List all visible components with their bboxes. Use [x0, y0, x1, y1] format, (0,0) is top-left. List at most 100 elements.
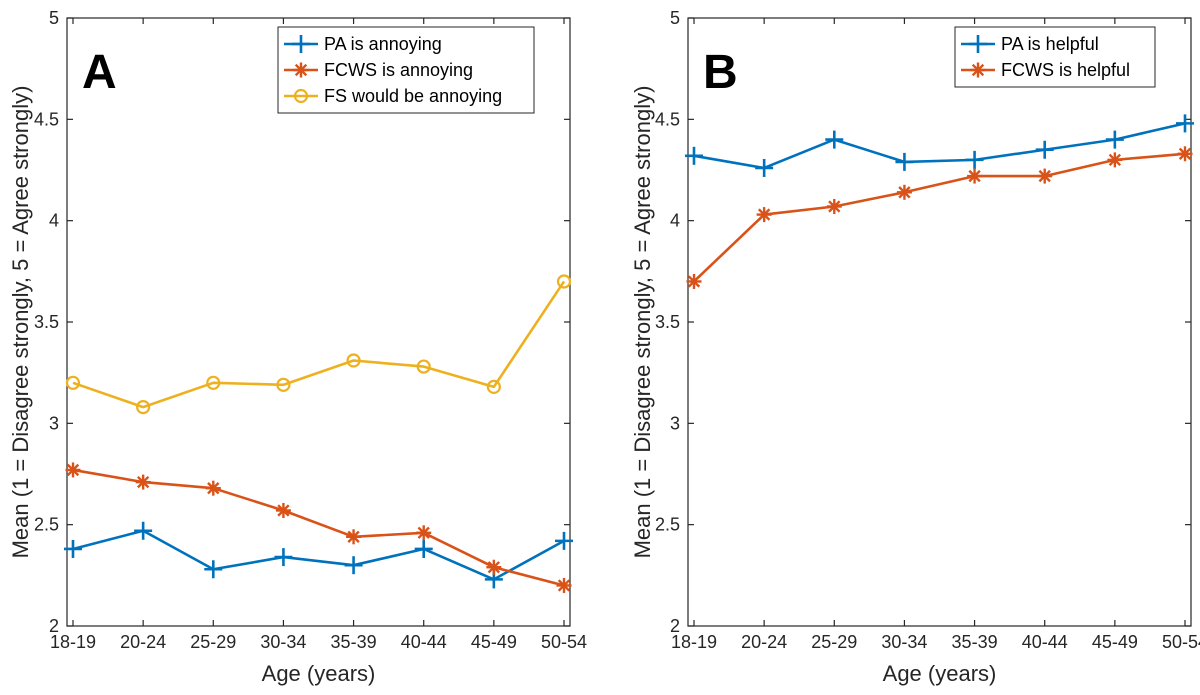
legend-marker [293, 88, 309, 104]
data-point-arm [66, 463, 80, 477]
data-point-arm [136, 475, 150, 489]
data-point-arm [968, 169, 981, 183]
data-point-ring [136, 400, 151, 415]
legend-label: PA is annoying [324, 34, 442, 54]
y-tick-label: 4 [670, 211, 680, 231]
legend-entry: FCWS is annoying [284, 60, 473, 80]
y-tick-label: 4 [49, 211, 59, 231]
legend-marker [970, 62, 986, 78]
legend-marker-arm [971, 63, 985, 77]
legend-label: PA is helpful [1001, 34, 1099, 54]
legend-marker-arm [294, 63, 308, 77]
y-tick-label: 2 [670, 616, 680, 636]
legend-label: FCWS is annoying [324, 60, 473, 80]
x-tick-label: 35-39 [331, 632, 377, 652]
data-point-arm [898, 186, 911, 199]
panel-letter: B [703, 46, 738, 99]
x-axis-label: Age (years) [883, 661, 997, 686]
legend-box [954, 26, 1156, 88]
data-point-ring [416, 359, 431, 374]
legend-label: FCWS is helpful [1001, 60, 1130, 80]
chart-panel-a: 2 2.5 3 3.5 4 4.5 5 18-19 20-24 25-29 30-34 35-39 40… [8, 8, 587, 686]
data-point-arm [557, 579, 571, 592]
data-point-ring [556, 274, 572, 289]
legend-marker [969, 35, 987, 53]
data-point-arm [828, 200, 841, 213]
legend-entry: PA is annoying [284, 34, 442, 54]
legend-entry: FCWS is helpful [961, 60, 1130, 80]
data-point [344, 556, 363, 575]
series-1 [64, 521, 573, 589]
data-point-arm [1038, 169, 1051, 183]
data-point [486, 379, 501, 394]
data-point-arm [487, 561, 501, 574]
x-tick-label: 20-24 [741, 632, 787, 652]
y-tick-label: 2 [49, 616, 59, 636]
data-point-ring [346, 353, 361, 368]
y-axis-label: Mean (1 = Disagree strongly, 5 = Agree s… [8, 86, 33, 559]
data-point [486, 559, 502, 575]
y-tick-label: 3 [670, 413, 680, 433]
data-point [416, 525, 432, 541]
data-point [1176, 114, 1194, 133]
x-tick-label: 20-24 [120, 632, 166, 652]
legend-marker [293, 62, 309, 78]
data-point [1035, 140, 1054, 159]
data-point [896, 184, 912, 200]
series-1 [685, 114, 1194, 177]
series-line [72, 529, 565, 581]
y-tick-label: 3.5 [34, 312, 59, 332]
data-point [826, 198, 842, 214]
data-point [206, 375, 221, 390]
x-tick-label: 35-39 [952, 632, 998, 652]
x-tick-label: 40-44 [401, 632, 447, 652]
data-point [895, 152, 914, 171]
x-tick-label: 45-49 [471, 632, 517, 652]
data-point [965, 150, 984, 169]
data-point [1037, 168, 1053, 184]
data-point [686, 273, 702, 289]
plot-area-frame [687, 17, 1192, 627]
data-point [967, 168, 983, 184]
series-3 [65, 274, 572, 415]
y-tick-label: 4.5 [655, 109, 680, 129]
data-point [825, 130, 844, 149]
x-tick-label: 25-29 [811, 632, 857, 652]
legend: PA is annoying FCWS is annoying FS would b… [277, 26, 535, 114]
data-point-ring [276, 377, 291, 392]
data-point-arm [1178, 147, 1192, 160]
y-tick-label: 5 [670, 8, 680, 28]
data-point-arm [277, 504, 290, 517]
chart-panel-b: 2 2.5 3 3.5 4 4.5 5 18-19 20-24 25-29 30-34 35-39 40… [630, 8, 1200, 686]
data-point [685, 146, 703, 165]
x-tick-label: 30-34 [260, 632, 306, 652]
legend-entry: PA is helpful [961, 34, 1099, 54]
series-line [72, 280, 566, 409]
data-point [346, 529, 362, 545]
legend-box [277, 26, 535, 114]
data-point-arm [1108, 153, 1122, 167]
data-point [276, 377, 291, 392]
x-tick-label: 50-54 [1162, 632, 1200, 652]
data-point-ring [206, 375, 221, 390]
data-point [134, 521, 153, 540]
data-point [64, 539, 82, 558]
legend-label: FS would be annoying [324, 86, 502, 106]
data-point-ring [486, 379, 501, 394]
data-point-arm [207, 482, 220, 495]
legend: PA is helpful FCWS is helpful [954, 26, 1156, 88]
series-line [72, 468, 565, 587]
data-point [1105, 130, 1124, 149]
series-line [693, 152, 1186, 283]
data-point [555, 531, 573, 550]
x-tick-label: 40-44 [1022, 632, 1068, 652]
data-point-arm [417, 526, 430, 539]
data-point [274, 548, 293, 567]
data-point-ring [65, 375, 81, 390]
data-point [346, 353, 361, 368]
x-tick-label: 18-19 [671, 632, 717, 652]
data-point [755, 158, 774, 177]
y-tick-label: 2.5 [34, 515, 59, 535]
x-tick-label: 30-34 [881, 632, 927, 652]
